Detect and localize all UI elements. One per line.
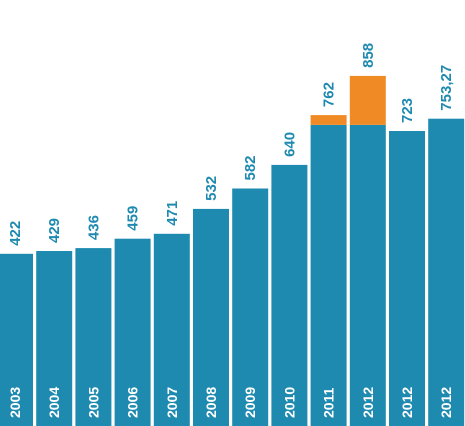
bar-4 <box>153 233 190 426</box>
category-label-5: 2008 <box>203 387 219 418</box>
category-label-0: 2003 <box>7 387 23 418</box>
bar-9 <box>349 124 386 426</box>
value-label-3: 459 <box>125 206 142 231</box>
value-label-11: 753,27 <box>438 65 455 111</box>
bar-5 <box>193 208 229 426</box>
value-label-0: 422 <box>7 221 24 246</box>
bar-2 <box>75 248 112 426</box>
value-label-9: 858 <box>360 43 377 68</box>
value-label-7: 640 <box>281 132 298 157</box>
category-label-6: 2009 <box>242 387 258 418</box>
category-label-7: 2010 <box>281 387 297 418</box>
bar-6 <box>232 188 269 426</box>
value-label-8: 762 <box>321 82 338 107</box>
category-label-9: 2012 <box>360 387 376 418</box>
value-label-10: 723 <box>399 98 416 123</box>
bar-0 <box>0 253 33 426</box>
category-label-8: 2011 <box>321 387 337 418</box>
category-label-11: 2012 <box>438 387 454 418</box>
value-label-1: 429 <box>46 218 63 243</box>
category-label-10: 2012 <box>399 387 415 418</box>
bar-increment-8 <box>310 115 347 125</box>
category-label-3: 2006 <box>125 387 141 418</box>
bar-8 <box>310 124 347 426</box>
bar-10 <box>389 131 425 426</box>
category-label-1: 2004 <box>46 387 62 418</box>
bar-increment-9 <box>349 75 386 125</box>
value-label-4: 471 <box>164 201 181 226</box>
value-label-2: 436 <box>85 215 102 240</box>
bar-7 <box>271 164 308 426</box>
category-label-2: 2005 <box>85 387 101 418</box>
bar-3 <box>114 238 151 426</box>
category-label-4: 2007 <box>164 387 180 418</box>
value-label-5: 532 <box>203 176 220 201</box>
bar-1 <box>36 251 73 426</box>
value-label-6: 582 <box>242 155 259 180</box>
bar-11 <box>428 118 465 426</box>
